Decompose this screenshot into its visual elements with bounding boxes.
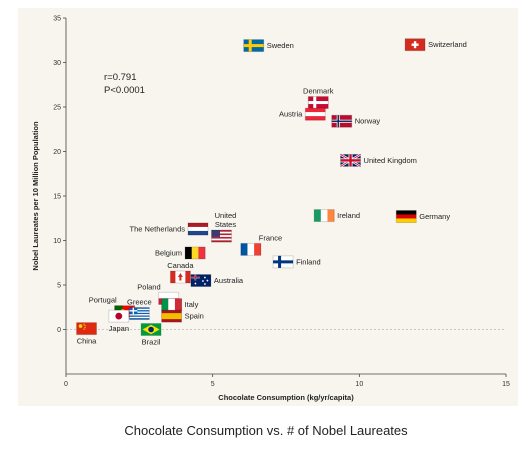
country-label: United States: [215, 211, 237, 229]
country-label: Spain: [185, 312, 204, 321]
y-tick-label: 25: [53, 105, 61, 112]
data-point-spain: Spain: [162, 310, 204, 322]
data-point-germany: Germany: [396, 210, 450, 222]
austria-flag-icon: [305, 108, 325, 120]
country-label: Sweden: [267, 41, 294, 50]
x-axis-title: Chocolate Consumption (kg/yr/capita): [218, 393, 354, 402]
x-tick-label: 15: [502, 381, 510, 388]
country-label: Norway: [355, 117, 381, 126]
country-label: Finland: [296, 257, 321, 266]
y-axis-title: Nobel Laureates per 10 Million Populatio…: [31, 121, 40, 271]
denmark-flag-icon: [308, 97, 328, 109]
data-point-greece: Greece: [127, 297, 152, 319]
sweden-flag-icon: [244, 40, 264, 52]
data-point-finland: Finland: [273, 256, 321, 268]
japan-flag-icon: [109, 310, 129, 322]
country-label: France: [259, 233, 282, 242]
y-tick-label: 5: [57, 283, 61, 290]
data-point-france: France: [241, 233, 282, 255]
country-label: Japan: [109, 324, 129, 333]
belgium-flag-icon: [185, 247, 205, 259]
country-label: The Netherlands: [130, 224, 186, 233]
data-point-italy: Italy: [162, 299, 199, 311]
china-flag-icon: [77, 323, 97, 335]
data-point-australia: Australia: [191, 275, 244, 287]
finland-flag-icon: [273, 256, 293, 268]
data-point-the-netherlands: The Netherlands: [130, 223, 208, 235]
x-tick-label: 0: [64, 381, 68, 388]
stat-annotation: P<0.0001: [104, 85, 145, 96]
country-label: Poland: [137, 282, 160, 291]
ireland-flag-icon: [314, 210, 334, 222]
data-point-canada: Canada: [167, 261, 194, 283]
data-point-japan: Japan: [109, 310, 129, 333]
chart-caption: Chocolate Consumption vs. # of Nobel Lau…: [0, 423, 532, 438]
country-label: Italy: [185, 300, 199, 309]
x-tick-label: 5: [211, 381, 215, 388]
x-tick-label: 10: [355, 381, 363, 388]
stat-annotation: r=0.791: [104, 72, 137, 83]
canada-flag-icon: [170, 271, 190, 283]
country-label: Canada: [167, 261, 194, 270]
spain-flag-icon: [162, 310, 182, 322]
data-point-austria: Austria: [279, 108, 325, 120]
country-label: Portugal: [89, 296, 117, 305]
country-label: Greece: [127, 297, 152, 306]
country-label: China: [77, 337, 97, 346]
country-label: Brazil: [142, 338, 161, 347]
country-label: Denmark: [303, 87, 334, 96]
germany-flag-icon: [396, 210, 416, 222]
data-point-norway: Norway: [332, 115, 381, 127]
country-label: Ireland: [337, 211, 360, 220]
data-point-brazil: Brazil: [141, 324, 161, 347]
country-label: United Kingdom: [364, 156, 417, 165]
brazil-flag-icon: [141, 324, 161, 336]
data-point-united-states: United States: [211, 211, 236, 242]
y-tick-label: 35: [53, 16, 61, 23]
italy-flag-icon: [162, 299, 182, 311]
country-label: Belgium: [155, 248, 182, 257]
greece-flag-icon: [129, 307, 149, 319]
country-label: Australia: [214, 276, 244, 285]
data-point-united-kingdom: United Kingdom: [341, 154, 417, 166]
uk-flag-icon: [341, 154, 361, 166]
data-point-belgium: Belgium: [155, 247, 205, 259]
scatter-chart: 0 5 10 15 20 25 30 35 0 5 10 15 Chocolate Consumptio…: [18, 8, 518, 406]
chart-figure: 0 5 10 15 20 25 30 35 0 5 10 15 Chocolate Consumptio…: [18, 8, 518, 406]
country-label: Switzerland: [428, 40, 467, 49]
y-tick-label: 20: [53, 149, 61, 156]
data-point-switzerland: Switzerland: [405, 39, 467, 51]
usa-flag-icon: [211, 230, 231, 242]
data-point-china: China: [77, 323, 98, 346]
data-point-denmark: Denmark: [303, 87, 334, 109]
switzerland-flag-icon: [405, 39, 425, 51]
y-tick-label: 10: [53, 238, 61, 245]
france-flag-icon: [241, 243, 261, 255]
norway-flag-icon: [332, 115, 352, 127]
y-tick-label: 30: [53, 60, 61, 67]
y-tick-label: 15: [53, 194, 61, 201]
netherlands-flag-icon: [188, 223, 208, 235]
data-point-sweden: Sweden: [244, 40, 294, 52]
country-label: Germany: [419, 212, 450, 221]
country-label: Austria: [279, 110, 303, 119]
data-point-ireland: Ireland: [314, 210, 360, 222]
australia-flag-icon: [191, 275, 211, 287]
y-tick-label: 0: [57, 327, 61, 334]
